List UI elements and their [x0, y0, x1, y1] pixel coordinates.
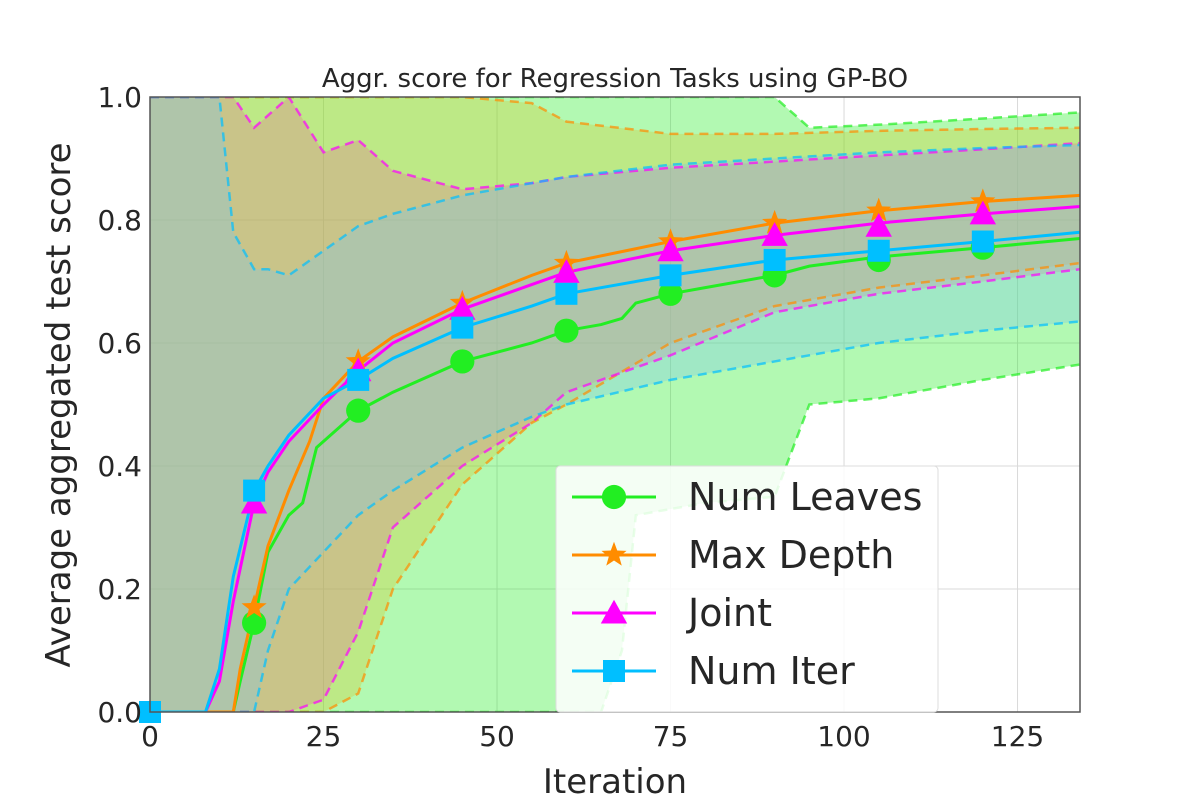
- lower-bound-1: [150, 261, 1080, 712]
- band-1: [150, 97, 1080, 712]
- data-point: [451, 316, 474, 339]
- x-axis-label: Iteration: [543, 762, 687, 800]
- data-point: [449, 295, 476, 320]
- legend-marker: [603, 660, 625, 682]
- legend-marker: [600, 599, 628, 624]
- y-tick-label: 0.4: [97, 450, 142, 483]
- upper-bound-3: [150, 97, 1080, 277]
- y-tick-label: 0.0: [97, 696, 142, 729]
- legend-marker: [601, 484, 627, 510]
- x-tick-label: 0: [141, 720, 159, 753]
- chart-title: Aggr. score for Regression Tasks using G…: [322, 64, 908, 94]
- data-point: [971, 230, 994, 253]
- x-tick-label: 25: [306, 720, 342, 753]
- series-line-3: [150, 230, 1080, 712]
- data-point: [553, 259, 580, 283]
- upper-bound-0: [150, 97, 1080, 130]
- data-point: [866, 197, 892, 222]
- legend-label: Num Leaves: [688, 475, 922, 519]
- data-point: [657, 237, 684, 262]
- data-point: [243, 479, 266, 502]
- data-point: [555, 282, 578, 305]
- data-point: [970, 188, 996, 213]
- legend-label: Num Iter: [688, 649, 855, 693]
- y-tick-label: 0.6: [97, 327, 142, 360]
- data-point: [969, 200, 997, 225]
- legend-label: Max Depth: [688, 533, 894, 577]
- data-point: [450, 349, 475, 374]
- band-3: [150, 97, 1080, 712]
- data-point: [867, 239, 890, 262]
- y-tick-label: 1.0: [97, 81, 142, 114]
- x-tick-label: 125: [991, 720, 1044, 753]
- data-point: [763, 248, 786, 271]
- x-tick-label: 50: [479, 720, 515, 753]
- legend-label: Joint: [686, 591, 772, 635]
- lower-bound-2: [150, 267, 1080, 712]
- data-point: [658, 281, 683, 306]
- legend-marker: [601, 541, 627, 566]
- data-point: [241, 594, 267, 619]
- data-point: [347, 368, 370, 391]
- series-line-2: [150, 204, 1080, 712]
- legend-box: [555, 465, 939, 713]
- band-0: [150, 97, 1080, 712]
- data-point: [761, 222, 788, 246]
- legend: Num Leaves Max Depth Joint Num Iter: [555, 465, 939, 713]
- band-2: [150, 97, 1080, 712]
- y-tick-label: 0.2: [97, 573, 142, 606]
- confidence-bands: [150, 97, 1080, 712]
- y-axis-ticks: 0.0 0.2 0.4 0.6 0.8 1.0: [97, 81, 142, 729]
- x-axis-ticks: 0 25 50 75 100 125: [141, 720, 1044, 753]
- x-tick-label: 100: [817, 720, 870, 753]
- y-tick-label: 0.8: [97, 204, 142, 237]
- data-point: [762, 209, 788, 234]
- upper-bound-1: [150, 97, 1080, 136]
- y-axis-label: Average aggregated test score: [39, 142, 79, 667]
- series-markers: [139, 188, 997, 723]
- data-point: [554, 318, 579, 343]
- lower-bound-3: [150, 320, 1080, 712]
- data-point: [346, 398, 371, 423]
- upper-bound-2: [150, 97, 1080, 191]
- data-point: [659, 264, 682, 287]
- x-tick-label: 75: [653, 720, 689, 753]
- data-point: [242, 610, 267, 635]
- series-lines: [150, 193, 1080, 712]
- data-point: [865, 212, 892, 237]
